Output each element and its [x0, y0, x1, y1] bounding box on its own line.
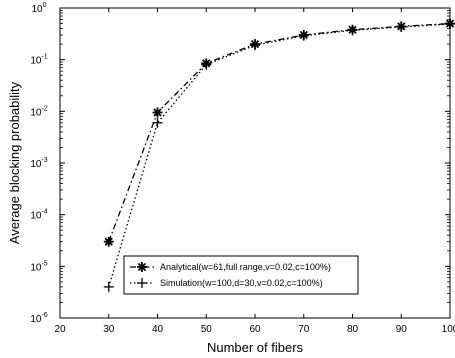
- y-axis-label: Average blocking probability: [7, 81, 22, 244]
- x-tick-label: 20: [54, 324, 66, 335]
- x-tick-label: 40: [152, 324, 164, 335]
- x-tick-label: 100: [442, 324, 455, 335]
- legend-label-2: Simulation(w=100,d=30,v=0.02,c=100%): [160, 278, 323, 288]
- y-tick-label: 10-4: [30, 209, 47, 222]
- y-tick-label: 10-6: [30, 312, 47, 325]
- x-tick-label: 50: [201, 324, 213, 335]
- legend-marker-1: [137, 262, 147, 272]
- x-tick-label: 60: [249, 324, 261, 335]
- legend-box: [123, 255, 359, 295]
- y-tick-label: 10-3: [30, 157, 47, 170]
- y-tick-label: 100: [31, 2, 46, 15]
- x-tick-label: 90: [396, 324, 408, 335]
- series-1-point: [153, 108, 162, 117]
- y-tick-label: 10-1: [30, 54, 47, 67]
- y-tick-label: 10-5: [30, 260, 47, 273]
- y-tick-label: 10-2: [30, 105, 47, 118]
- legend: Analytical(w=61,full range,v=0.02,c=100%…: [123, 255, 359, 295]
- series-group: [103, 18, 455, 292]
- series-line-2: [108, 23, 451, 288]
- series-1-point: [104, 237, 113, 246]
- x-tick-label: 30: [103, 324, 115, 335]
- series-line-1: [108, 22, 451, 242]
- x-tick-label: 80: [347, 324, 359, 335]
- legend-label-1: Analytical(w=61,full range,v=0.02,c=100%…: [160, 262, 331, 272]
- x-axis-label: Number of fibers: [207, 340, 304, 355]
- x-tick-label: 70: [298, 324, 310, 335]
